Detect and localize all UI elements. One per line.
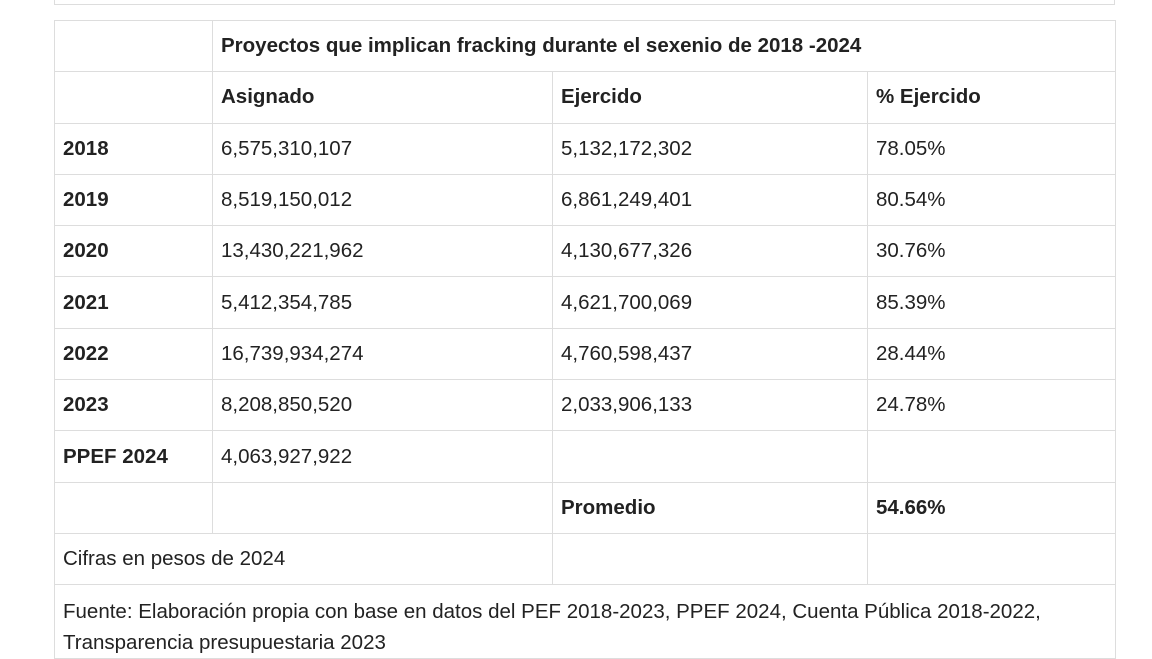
- average-row: Promedio 54.66%: [54, 481, 1116, 534]
- value-cell: 13,430,221,962: [212, 225, 553, 278]
- note-row: Cifras en pesos de 2024: [54, 532, 1116, 586]
- source-row: Fuente: Elaboración propia con base en d…: [54, 584, 1116, 659]
- header-cell: Ejercido: [552, 71, 868, 124]
- cell: [552, 532, 868, 586]
- value-cell: 4,130,677,326: [552, 225, 868, 278]
- value-cell: [867, 430, 1116, 483]
- value-cell: 28.44%: [867, 327, 1116, 381]
- data-row: 2022 16,739,934,274 4,760,598,437 28.44%: [54, 327, 1116, 381]
- year-cell: 2022: [54, 327, 213, 381]
- value-cell: 80.54%: [867, 173, 1116, 227]
- value-cell: 16,739,934,274: [212, 327, 553, 381]
- note: Cifras en pesos de 2024: [54, 532, 553, 586]
- data-row: 2021 5,412,354,785 4,621,700,069 85.39%: [54, 276, 1116, 329]
- data-row: 2023 8,208,850,520 2,033,906,133 24.78%: [54, 379, 1116, 432]
- title-row: Proyectos que implican fracking durante …: [54, 19, 1116, 73]
- average-value: 54.66%: [867, 481, 1116, 534]
- cell: [54, 19, 213, 73]
- cell: [867, 532, 1116, 586]
- data-row: 2020 13,430,221,962 4,130,677,326 30.76%: [54, 225, 1116, 278]
- year-cell: 2020: [54, 225, 213, 278]
- value-cell: 4,621,700,069: [552, 276, 868, 329]
- header-cell: % Ejercido: [867, 71, 1116, 124]
- value-cell: 4,063,927,922: [212, 430, 553, 483]
- data-row: PPEF 2024 4,063,927,922: [54, 430, 1116, 483]
- value-cell: 78.05%: [867, 122, 1116, 175]
- value-cell: 30.76%: [867, 225, 1116, 278]
- value-cell: 5,132,172,302: [552, 122, 868, 175]
- value-cell: 24.78%: [867, 379, 1116, 432]
- year-cell: 2018: [54, 122, 213, 175]
- cell: [54, 71, 213, 124]
- year-cell: 2023: [54, 379, 213, 432]
- year-cell: 2021: [54, 276, 213, 329]
- header-row: Asignado Ejercido % Ejercido: [54, 71, 1116, 124]
- data-row: 2019 8,519,150,012 6,861,249,401 80.54%: [54, 173, 1116, 227]
- value-cell: 4,760,598,437: [552, 327, 868, 381]
- budget-table: Proyectos que implican fracking durante …: [54, 19, 1116, 659]
- average-label: Promedio: [552, 481, 868, 534]
- value-cell: 5,412,354,785: [212, 276, 553, 329]
- header-cell: Asignado: [212, 71, 553, 124]
- table-title: Proyectos que implican fracking durante …: [212, 19, 1116, 73]
- value-cell: [552, 430, 868, 483]
- value-cell: 85.39%: [867, 276, 1116, 329]
- source: Fuente: Elaboración propia con base en d…: [54, 584, 1116, 659]
- cell: [212, 481, 553, 534]
- previous-box: [54, 0, 1115, 5]
- value-cell: 8,208,850,520: [212, 379, 553, 432]
- value-cell: 2,033,906,133: [552, 379, 868, 432]
- year-cell: PPEF 2024: [54, 430, 213, 483]
- cell: [54, 481, 213, 534]
- data-row: 2018 6,575,310,107 5,132,172,302 78.05%: [54, 122, 1116, 175]
- value-cell: 6,861,249,401: [552, 173, 868, 227]
- year-cell: 2019: [54, 173, 213, 227]
- value-cell: 6,575,310,107: [212, 122, 553, 175]
- value-cell: 8,519,150,012: [212, 173, 553, 227]
